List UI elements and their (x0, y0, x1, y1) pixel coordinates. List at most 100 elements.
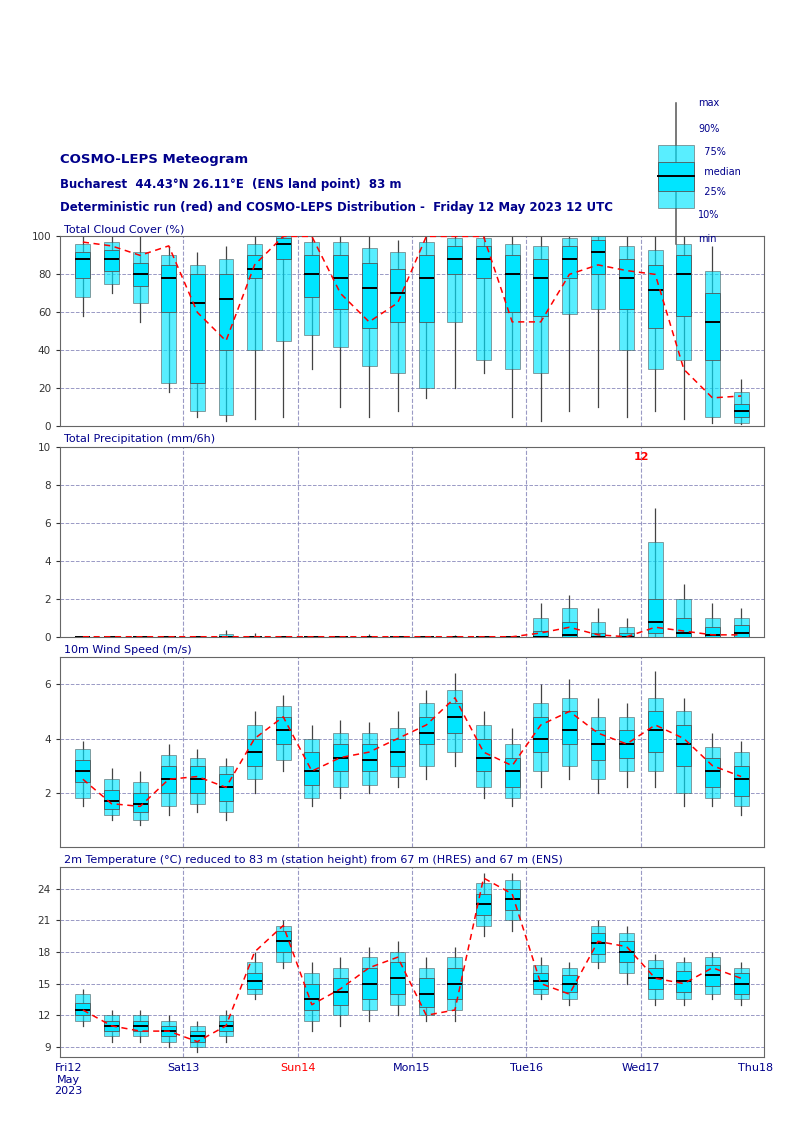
Bar (476, 245, 491, 278)
Bar (162, 265, 176, 312)
Bar (447, 239, 462, 322)
Bar (562, 975, 577, 992)
Bar (705, 628, 720, 637)
Text: Mon15: Mon15 (394, 1063, 430, 1073)
Bar (190, 1031, 205, 1042)
Bar (677, 962, 691, 1000)
Text: Deterministic run (red) and COSMO-LEPS Distribution -  Friday 12 May 2023 12 UTC: Deterministic run (red) and COSMO-LEPS D… (60, 201, 613, 214)
Bar (476, 739, 491, 771)
Bar (562, 245, 577, 278)
Bar (677, 711, 691, 793)
Bar (534, 973, 548, 988)
Bar (304, 242, 319, 335)
Bar (677, 244, 691, 360)
Bar (705, 965, 720, 986)
Bar (619, 245, 634, 351)
Bar (734, 404, 749, 417)
Bar (648, 698, 662, 771)
Bar (247, 973, 262, 988)
Bar (304, 739, 319, 798)
Bar (590, 925, 606, 962)
Bar (304, 984, 319, 1010)
Bar (362, 264, 377, 328)
Bar (648, 968, 662, 988)
Bar (562, 622, 577, 637)
Bar (104, 242, 119, 284)
Bar (505, 880, 520, 921)
Bar (534, 717, 548, 752)
Bar (304, 973, 319, 1020)
Text: Fri12
May
2023: Fri12 May 2023 (54, 1063, 82, 1096)
Bar (677, 725, 691, 766)
Bar (419, 717, 434, 744)
Bar (648, 711, 662, 752)
Bar (190, 1026, 205, 1047)
Bar (590, 731, 606, 760)
Text: 2m Temperature (°C) reduced to 83 m (station height) from 67 m (HRES) and 67 m (: 2m Temperature (°C) reduced to 83 m (sta… (63, 855, 562, 865)
Bar (133, 264, 147, 286)
Bar (648, 250, 662, 370)
Text: 90%: 90% (698, 124, 720, 133)
Bar (562, 968, 577, 1000)
Text: 75%: 75% (698, 147, 726, 156)
Bar (447, 690, 462, 752)
Bar (562, 711, 577, 744)
Bar (104, 1020, 119, 1031)
Text: median: median (698, 167, 742, 176)
Bar (276, 925, 290, 962)
Bar (677, 970, 691, 992)
Bar (304, 256, 319, 297)
Bar (734, 625, 749, 637)
Text: max: max (698, 98, 720, 107)
Bar (162, 256, 176, 382)
Bar (562, 698, 577, 766)
Bar (133, 1016, 147, 1036)
Bar (104, 791, 119, 809)
Bar (333, 733, 348, 787)
Bar (362, 733, 377, 785)
Bar (190, 766, 205, 793)
Bar (247, 739, 262, 766)
Bar (619, 628, 634, 637)
Bar (75, 244, 90, 297)
Bar (534, 245, 548, 373)
Bar (362, 968, 377, 1000)
Bar (419, 242, 434, 388)
Bar (534, 259, 548, 317)
Bar (648, 598, 662, 633)
Bar (534, 703, 548, 771)
Bar (247, 256, 262, 278)
Text: Sun14: Sun14 (280, 1063, 315, 1073)
Bar (218, 774, 234, 801)
Bar (734, 766, 749, 795)
Bar (276, 236, 290, 340)
Bar (390, 251, 405, 373)
Bar (590, 717, 606, 779)
Bar (447, 703, 462, 733)
Bar (390, 962, 405, 994)
Bar (247, 725, 262, 779)
Bar (505, 889, 520, 909)
Bar (562, 608, 577, 637)
Bar (390, 269, 405, 322)
Bar (218, 259, 234, 415)
Bar (505, 244, 520, 370)
Bar (447, 957, 462, 1010)
Bar (734, 973, 749, 994)
Bar (247, 244, 262, 351)
Bar (476, 725, 491, 787)
Bar (276, 717, 290, 744)
Bar (190, 758, 205, 804)
Bar (590, 622, 606, 637)
Bar (677, 618, 691, 637)
Bar (390, 727, 405, 777)
Bar (505, 758, 520, 787)
Bar (304, 752, 319, 785)
Bar (276, 931, 290, 952)
Bar (705, 746, 720, 798)
Bar (218, 766, 234, 812)
Bar (104, 250, 119, 270)
Bar (133, 1020, 147, 1031)
Bar (333, 968, 348, 1016)
Bar (162, 766, 176, 793)
